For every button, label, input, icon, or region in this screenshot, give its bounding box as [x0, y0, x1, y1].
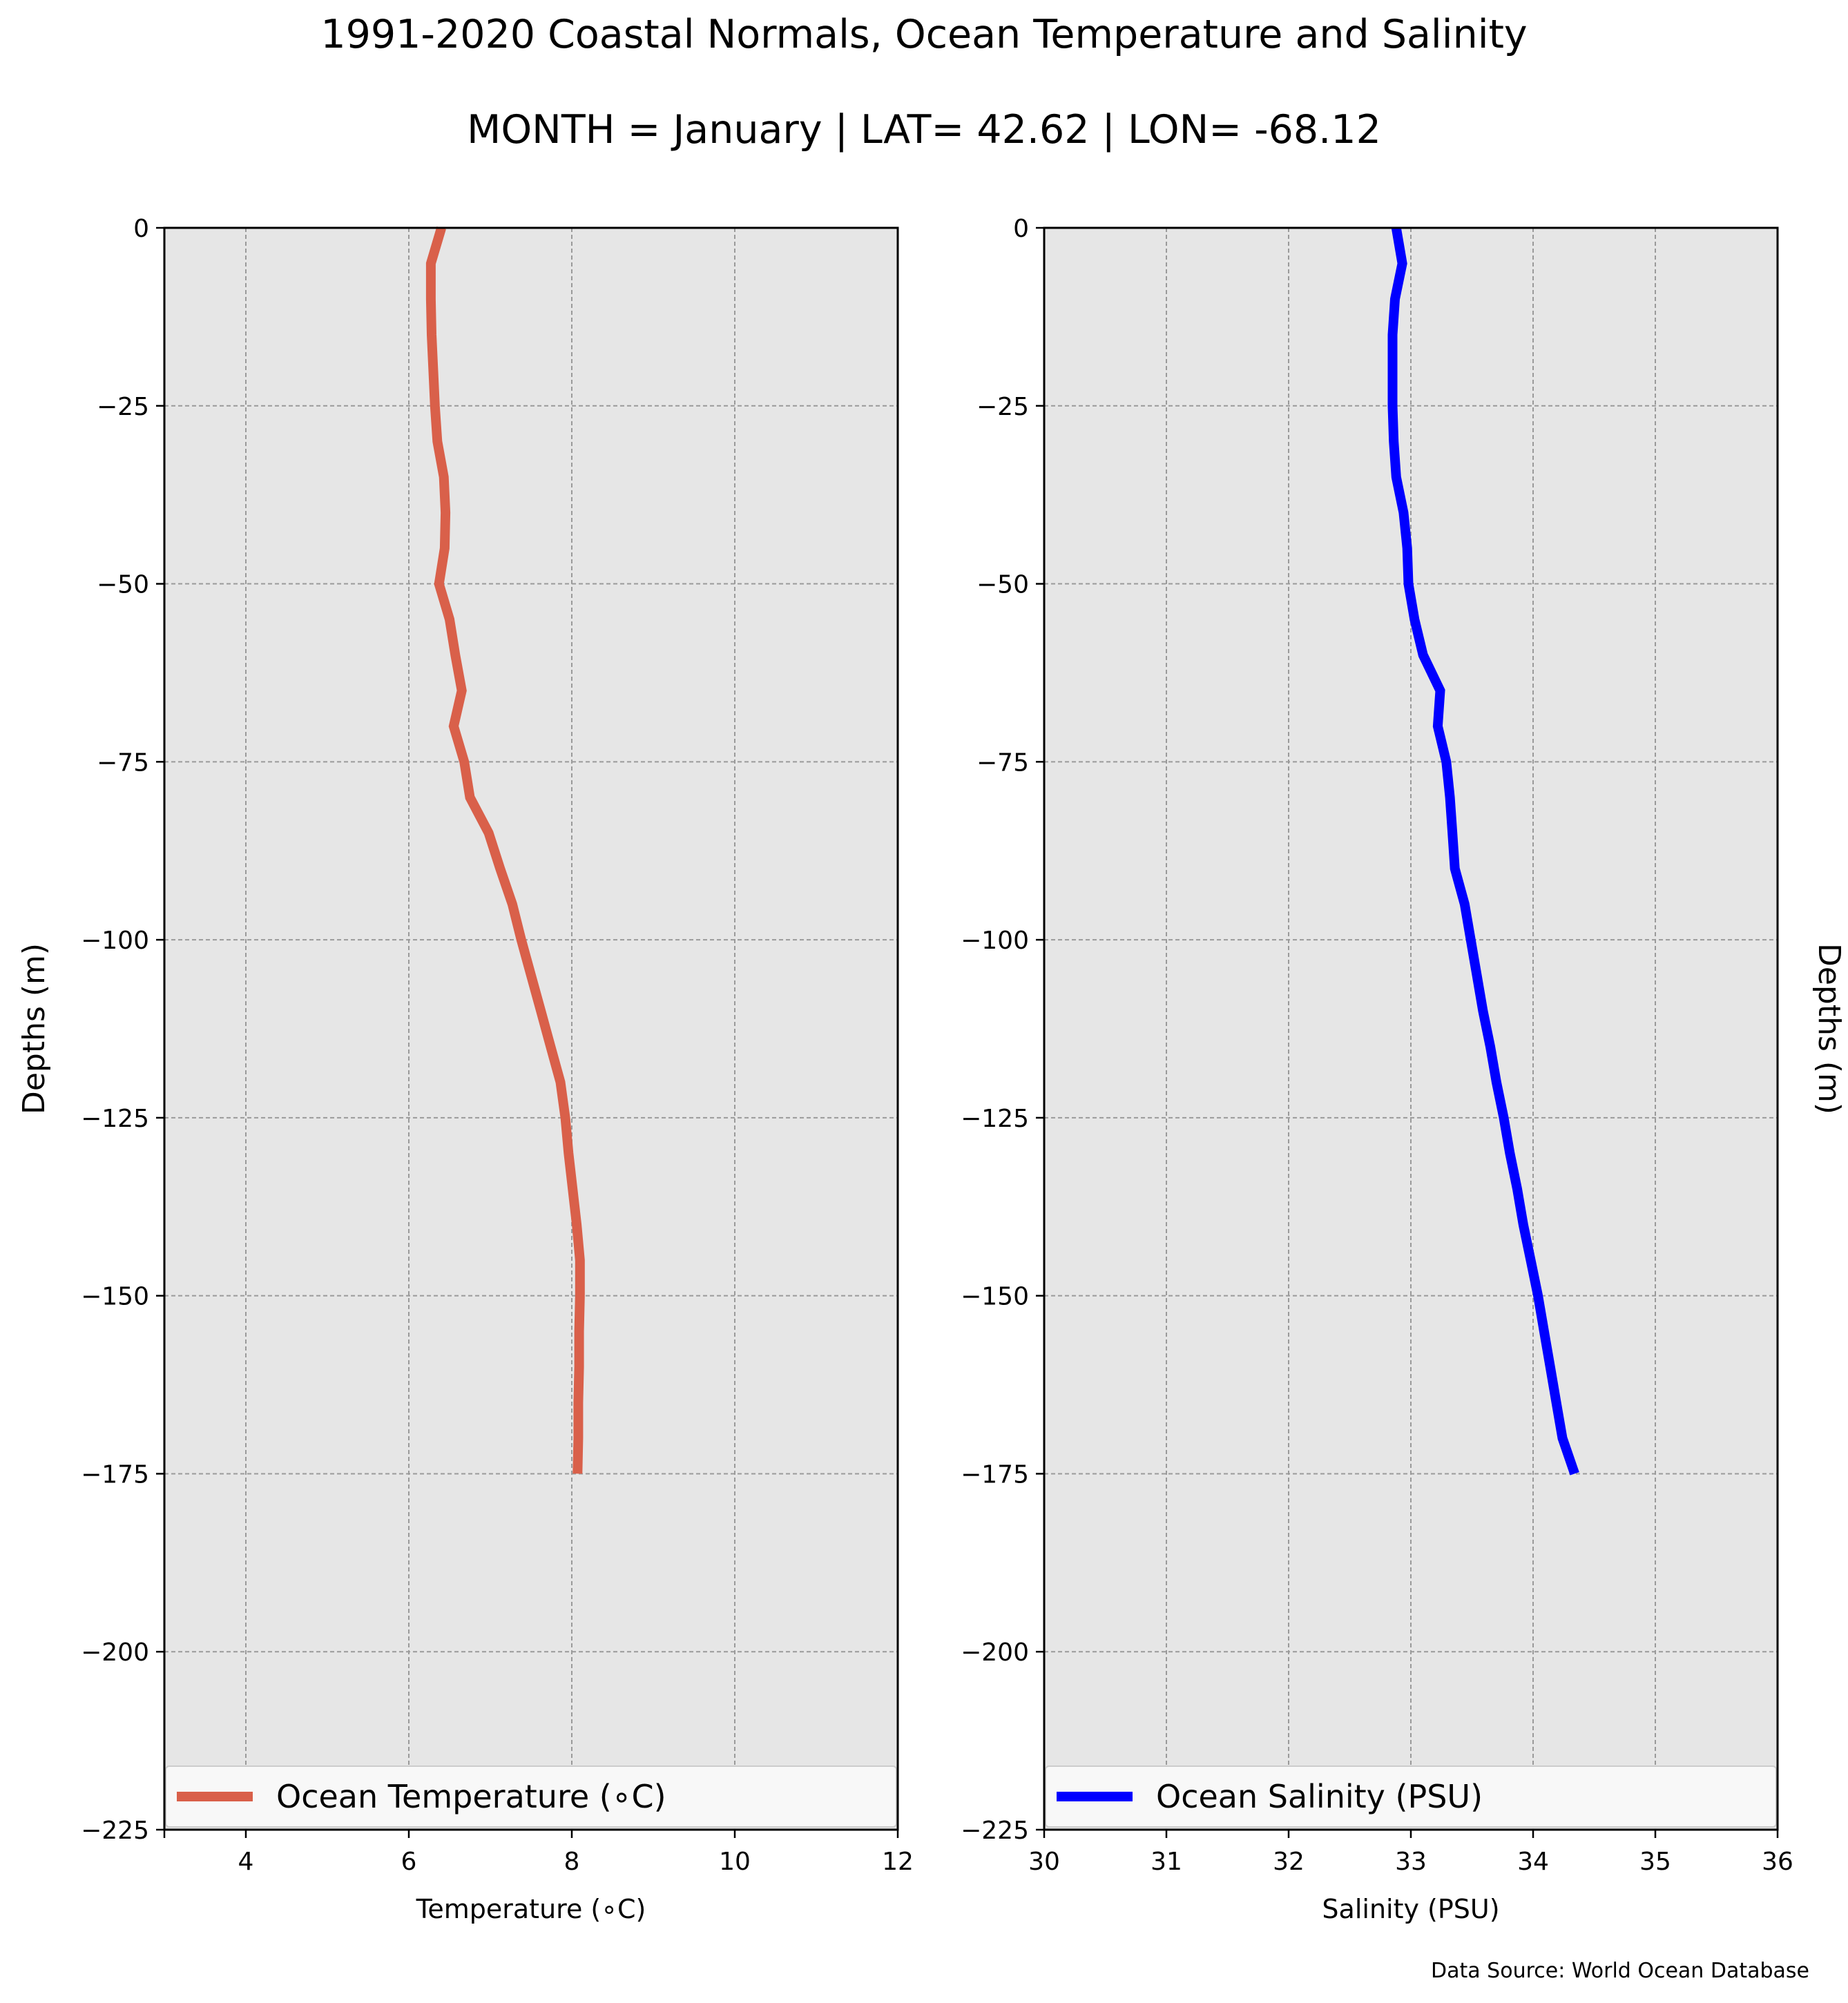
salinity-xtick-label: 30 [1028, 1848, 1060, 1876]
temperature-xtick-label: 4 [238, 1848, 254, 1876]
temperature-plot-area [164, 228, 898, 1830]
salinity-series-line [1387, 226, 1579, 1475]
salinity-xtick-label: 34 [1517, 1848, 1549, 1876]
temperature-xtick-label: 12 [882, 1848, 914, 1876]
chart-title: 1991-2020 Coastal Normals, Ocean Tempera… [320, 12, 1528, 57]
salinity-xtick-label: 33 [1395, 1848, 1427, 1876]
temperature-ytick-label: −75 [97, 748, 149, 777]
temperature-ytick-label: 0 [133, 215, 149, 243]
salinity-ytick-label: −150 [961, 1283, 1029, 1311]
salinity-legend-label: Ocean Salinity (PSU) [1156, 1778, 1483, 1815]
temperature-xtick-label: 8 [564, 1848, 580, 1876]
temperature-series-line [425, 226, 585, 1474]
salinity-ytick-label: −100 [961, 927, 1029, 955]
salinity-xtick-label: 32 [1273, 1848, 1305, 1876]
temperature-ytick-label: −100 [81, 927, 149, 955]
salinity-xtick-label: 35 [1639, 1848, 1671, 1876]
temperature-xtick-label: 10 [719, 1848, 751, 1876]
salinity-ytick-label: −50 [976, 571, 1029, 599]
salinity-xtick-label: 31 [1151, 1848, 1182, 1876]
temperature-ytick-label: −150 [81, 1283, 149, 1311]
salinity-xaxis-label: Salinity (PSU) [1322, 1894, 1499, 1924]
salinity-ytick-label: −200 [961, 1638, 1029, 1667]
temperature-ytick-label: −125 [81, 1105, 149, 1133]
temperature-ytick-label: −225 [81, 1817, 149, 1845]
temperature-ytick-label: −200 [81, 1638, 149, 1667]
temperature-legend-label: Ocean Temperature (∘C) [276, 1778, 666, 1815]
salinity-ytick-label: −125 [961, 1105, 1029, 1133]
salinity-yaxis-label: Depths (m) [1811, 943, 1847, 1114]
temperature-yaxis-label: Depths (m) [17, 943, 52, 1114]
temperature-ytick-label: −25 [97, 393, 149, 421]
salinity-ytick-label: −175 [961, 1460, 1029, 1489]
temperature-ytick-label: −50 [97, 571, 149, 599]
temperature-xtick-label: 6 [401, 1848, 417, 1876]
temperature-ytick-label: −175 [81, 1460, 149, 1489]
data-source-note: Data Source: World Ocean Database [1431, 1959, 1809, 1983]
salinity-ytick-label: −75 [976, 748, 1029, 777]
salinity-ytick-label: −225 [961, 1817, 1029, 1845]
salinity-xtick-label: 36 [1762, 1848, 1793, 1876]
salinity-legend-box [1045, 1765, 1777, 1828]
temperature-legend-box [165, 1765, 897, 1828]
salinity-ytick-label: 0 [1013, 215, 1029, 243]
temperature-axes-frame [163, 226, 899, 1831]
temperature-xaxis-label: Temperature (∘C) [416, 1894, 646, 1924]
chart-subtitle: MONTH = January | LAT= 42.62 | LON= -68.… [467, 107, 1381, 153]
salinity-ytick-label: −25 [976, 393, 1029, 421]
